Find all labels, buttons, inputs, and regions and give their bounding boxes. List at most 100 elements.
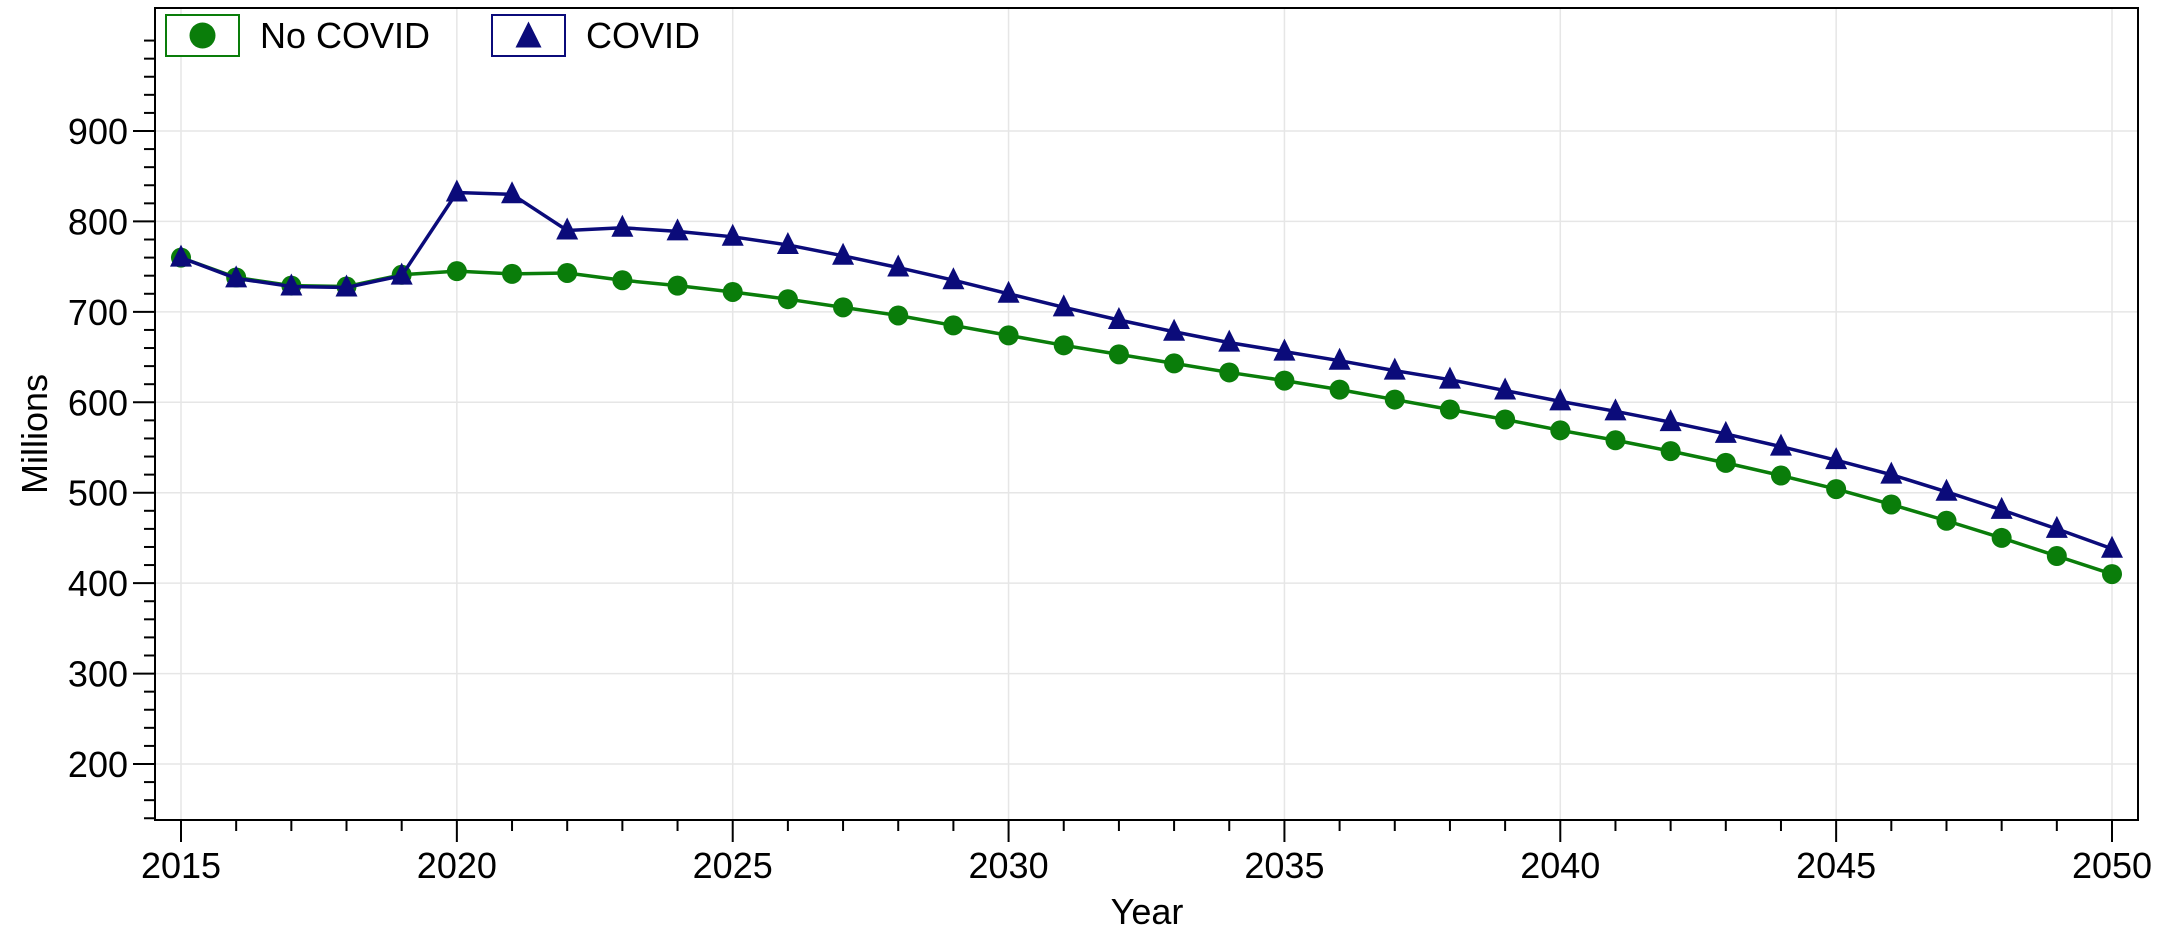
x-tick-label: 2025 xyxy=(693,845,773,886)
data-point xyxy=(1549,388,1572,411)
y-tick-label: 500 xyxy=(68,473,128,514)
y-axis-title: Millions xyxy=(14,374,55,494)
data-point xyxy=(1604,398,1627,421)
data-point xyxy=(1164,353,1185,374)
y-tick-label: 600 xyxy=(68,382,128,423)
x-axis-title: Year xyxy=(1111,891,1184,927)
data-point xyxy=(888,305,909,326)
data-point xyxy=(2045,515,2068,538)
data-point xyxy=(502,263,523,284)
data-point xyxy=(445,179,468,202)
series-line xyxy=(180,190,2113,551)
legend-label: No COVID xyxy=(260,15,430,56)
data-point xyxy=(1219,362,1240,383)
x-tick-label: 2030 xyxy=(969,845,1049,886)
data-point xyxy=(170,244,192,267)
data-point xyxy=(1991,527,2012,548)
x-tick-label: 2050 xyxy=(2072,845,2152,886)
data-point xyxy=(832,242,855,265)
data-point xyxy=(1384,389,1405,410)
data-point xyxy=(280,273,303,296)
x-tick-label: 2015 xyxy=(141,845,221,886)
x-tick-label: 2040 xyxy=(1520,845,1600,886)
data-point xyxy=(1439,399,1460,420)
data-point xyxy=(1494,377,1517,400)
x-axis: 2015 2020 2025 2030 2035 2040 2045 2050 xyxy=(141,820,2152,886)
y-tick-label: 300 xyxy=(68,654,128,695)
data-point xyxy=(1990,496,2013,519)
x-tick-label: 2035 xyxy=(1244,845,1324,886)
data-point xyxy=(1108,344,1129,365)
data-point xyxy=(1880,461,1903,484)
data-point xyxy=(1660,441,1681,462)
legend: No COVID COVID xyxy=(165,14,700,57)
data-point xyxy=(225,265,248,288)
legend-circle-marker xyxy=(189,22,216,49)
data-point xyxy=(2102,564,2122,585)
grid-lines xyxy=(155,8,2138,820)
data-point xyxy=(1659,409,1682,432)
data-point xyxy=(777,289,798,310)
plot-frame xyxy=(154,7,2139,821)
data-point xyxy=(1052,294,1075,317)
data-point xyxy=(833,297,854,318)
y-tick-label: 200 xyxy=(68,744,128,785)
data-point xyxy=(666,218,689,241)
legend-item: COVID xyxy=(491,14,700,57)
data-point xyxy=(943,315,964,336)
series-layer xyxy=(170,179,2123,585)
data-point xyxy=(776,231,799,254)
data-point xyxy=(1935,478,1958,501)
data-point xyxy=(557,262,578,283)
data-point xyxy=(1329,379,1350,400)
data-point xyxy=(997,280,1020,303)
data-point xyxy=(1769,433,1792,456)
data-point xyxy=(612,270,633,291)
data-point xyxy=(501,181,524,204)
x-tick-label: 2045 xyxy=(1796,845,1876,886)
data-point xyxy=(1438,366,1461,389)
data-point xyxy=(335,274,358,297)
data-point xyxy=(1605,430,1626,451)
data-point xyxy=(721,223,744,246)
y-axis: 200 300 400 500 600 700 800 900 xyxy=(68,39,155,820)
data-point xyxy=(1770,465,1791,486)
data-point xyxy=(611,214,634,237)
data-point xyxy=(390,262,413,285)
data-point xyxy=(1714,420,1737,443)
legend-triangle-marker xyxy=(515,21,542,48)
legend-label: COVID xyxy=(586,15,700,56)
data-point xyxy=(556,217,579,240)
data-point xyxy=(1825,447,1848,470)
data-point xyxy=(1715,452,1736,473)
data-point xyxy=(1218,329,1241,352)
data-point xyxy=(446,261,467,282)
data-point xyxy=(1550,420,1571,441)
data-point xyxy=(942,267,965,290)
y-tick-label: 400 xyxy=(68,563,128,604)
data-point xyxy=(722,281,743,302)
data-point xyxy=(1053,335,1074,356)
legend-item: No COVID xyxy=(165,14,430,57)
data-point xyxy=(1163,318,1186,341)
y-tick-label: 900 xyxy=(68,111,128,152)
data-point xyxy=(1826,479,1847,500)
y-tick-label: 700 xyxy=(68,292,128,333)
data-point xyxy=(1936,510,1957,531)
data-point xyxy=(2101,535,2123,558)
data-point xyxy=(1383,357,1406,380)
data-point xyxy=(1495,409,1516,430)
data-point xyxy=(998,325,1019,346)
data-point xyxy=(667,275,688,296)
data-point xyxy=(2046,546,2067,567)
y-tick-label: 800 xyxy=(68,201,128,242)
data-point xyxy=(1273,338,1296,361)
x-tick-label: 2020 xyxy=(417,845,497,886)
data-point xyxy=(1107,306,1130,329)
data-point xyxy=(1328,347,1351,370)
data-point xyxy=(887,254,910,277)
data-point xyxy=(1881,494,1902,515)
series-covid xyxy=(170,179,2123,558)
